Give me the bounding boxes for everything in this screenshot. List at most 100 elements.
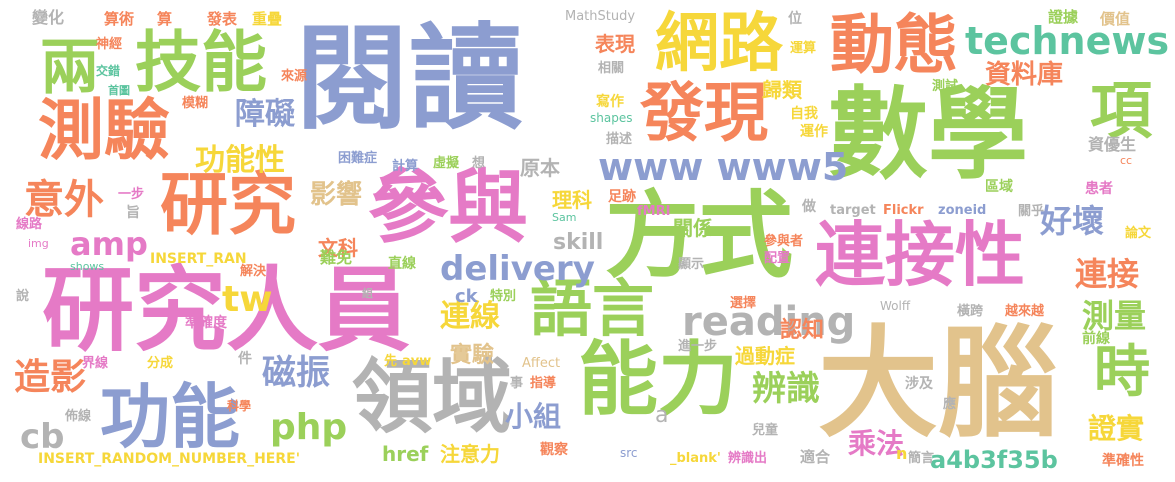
word-ziyousheng: 資優生 [1088, 135, 1137, 154]
word-ck: ck [455, 286, 478, 307]
word-lianjie: 連接 [1075, 255, 1140, 293]
word-buxian: 佈線 [65, 409, 92, 424]
word-wanglu: 網路 [655, 7, 783, 81]
word-lunwen: 論文 [1125, 226, 1152, 241]
word-skill: skill [553, 230, 604, 255]
word-jisuan: 計算 [392, 159, 419, 174]
word-lianjiexing: 連接性 [815, 214, 1025, 296]
word-a: a [655, 403, 669, 428]
word-yingxiang: 影響 [310, 180, 363, 210]
word-xuanze: 選擇 [730, 296, 757, 311]
word-peizhi: 配置 [764, 251, 791, 266]
word-shuo: 說 [16, 289, 30, 304]
word-jineng: 技能 [135, 24, 267, 101]
word-flickr: Flickr [883, 203, 924, 218]
word-ying: 應 [943, 397, 957, 412]
word-zoneid: zoneid [938, 203, 987, 218]
word-canyuzhe: 參與者 [764, 234, 804, 249]
word-xiaozu: 小組 [505, 400, 562, 433]
word-zhangai: 障礙 [235, 97, 295, 132]
word-bianshichu: 辨識出 [728, 451, 768, 466]
word-suanshu: 算術 [104, 10, 135, 28]
word-shi2: 事 [510, 376, 524, 391]
word-ziwo: 自我 [790, 106, 818, 122]
word-zuo: 做 [802, 199, 816, 215]
word-huanzhe: 患者 [1085, 181, 1113, 197]
word-mohu: 模糊 [182, 96, 209, 111]
word-lingyu: 領域 [352, 351, 512, 444]
word-chengfa: 乘法 [848, 427, 905, 460]
word-wolff: Wolff [880, 299, 911, 313]
word-danao: 大腦 [818, 315, 1058, 454]
word-gongneng: 功能 [100, 376, 240, 458]
word-hengkua: 橫跨 [957, 304, 984, 319]
word-www: www www5 [598, 145, 849, 189]
word-xuni: 虛擬 [433, 156, 460, 171]
word-sam: Sam [552, 211, 577, 224]
word-faxian: 發現 [640, 77, 768, 151]
word-insert-long: INSERT_RANDOM_NUMBER_HERE' [38, 451, 301, 467]
word-ziliaoku: 資料庫 [985, 60, 1064, 90]
word-bianshi: 辨識 [752, 369, 820, 409]
word-renzhi: 認知 [780, 318, 825, 343]
word-a4b3f35b: a4b3f35b [930, 446, 1058, 474]
word-kunnanzheng: 困難症 [338, 151, 378, 166]
word-avw: avw [402, 354, 432, 369]
word-laiyuan: 來源 [281, 69, 308, 84]
word-cc: cc [1120, 154, 1133, 167]
word-xian: 先 [384, 354, 398, 369]
word-fabiao: 發表 [207, 10, 238, 28]
word-php: php [270, 407, 348, 448]
word-shenjing: 神經 [96, 37, 123, 52]
word-biaoxian: 表現 [595, 32, 635, 56]
word-yanjiu: 研究 [160, 166, 297, 245]
word-wei: 位 [788, 11, 802, 27]
word-jiaocuo: 交錯 [96, 64, 121, 78]
word-delivery: delivery [440, 249, 595, 289]
word-shows: shows [70, 260, 105, 273]
word-shoutu: 首圖 [108, 84, 130, 97]
word-tebie: 特別 [490, 289, 517, 304]
word-yuyan: 語言 [530, 272, 655, 345]
word-quyu: 區域 [985, 179, 1013, 195]
word-fencheng: 分成 [147, 356, 174, 371]
word-xiezuo: 寫作 [596, 94, 624, 110]
word-xiang2: 想 [472, 156, 486, 171]
word-ertong: 兒童 [752, 423, 779, 438]
word-zhi: 旨 [126, 205, 140, 221]
word-insert-short: INSERT_RAN [150, 251, 247, 267]
word-reading: reading [682, 299, 856, 345]
word-jiejue: 解決 [240, 264, 267, 279]
word-nanmian: 難免 [320, 248, 353, 267]
word-like: 理科 [552, 188, 592, 212]
word-jian: 件 [238, 351, 252, 367]
word-celiang: 測量 [1082, 297, 1147, 335]
word-img: img [28, 237, 49, 250]
word-zu: 組 [362, 287, 373, 300]
word-nengli: 能力 [578, 333, 738, 426]
word-yunsuan: 運算 [790, 41, 817, 56]
word-ceshi: 測試 [932, 79, 959, 94]
word-yuedu: 閱讀 [295, 12, 524, 145]
word-zhidao: 指導 [530, 376, 557, 391]
word-shi: 時 [1094, 340, 1150, 405]
word-wenke: 文科 [318, 236, 358, 260]
word-guanhu: 關乎 [1018, 204, 1045, 219]
word-mathstudy: MathStudy [565, 9, 636, 24]
word-cb: cb [20, 417, 65, 457]
word-zhuyili: 注意力 [440, 442, 500, 466]
word-yuanben: 原本 [520, 156, 560, 180]
word-zhixian: 直線 [388, 256, 416, 272]
word-technews: technews [965, 19, 1170, 63]
word-target: target [830, 203, 876, 218]
word-kexue: 科學 [227, 399, 252, 413]
word-qianxian: 前線 [1082, 331, 1110, 347]
word-yanjiurenyuan: 研究人員 [42, 257, 411, 364]
word-sheji: 涉及 [905, 376, 933, 392]
word-n: n [896, 444, 908, 463]
word-miaoshu: 描述 [606, 132, 633, 147]
word-lianxian: 連線 [440, 299, 500, 334]
word-cizhen: 磁振 [262, 353, 330, 393]
word-liang: 兩 [40, 33, 100, 103]
